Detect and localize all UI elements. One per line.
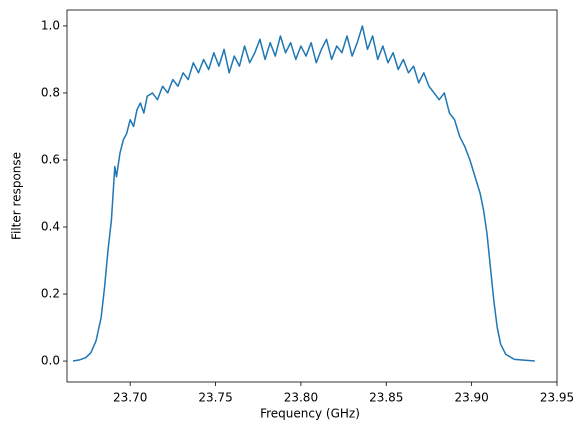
y-tick-label: 0.0	[41, 354, 60, 368]
y-tick-label: 0.6	[41, 152, 60, 166]
y-tick-label: 0.2	[41, 287, 60, 301]
x-axis-label: Frequency (GHz)	[260, 407, 360, 421]
plot-frame	[66, 9, 558, 383]
line	[72, 25, 535, 362]
x-tick-label: 23.85	[369, 391, 403, 405]
x-tick-label: 23.95	[540, 391, 574, 405]
x-tick-label: 23.90	[454, 391, 488, 405]
y-tick-label: 0.8	[41, 85, 60, 99]
x-tick-label: 23.75	[198, 391, 232, 405]
x-tick-label: 23.70	[113, 391, 147, 405]
x-tick-label: 23.80	[284, 391, 318, 405]
y-axis-label: Filter response	[10, 152, 24, 240]
y-tick-label: 1.0	[41, 18, 60, 32]
y-tick-label: 0.4	[41, 220, 60, 234]
